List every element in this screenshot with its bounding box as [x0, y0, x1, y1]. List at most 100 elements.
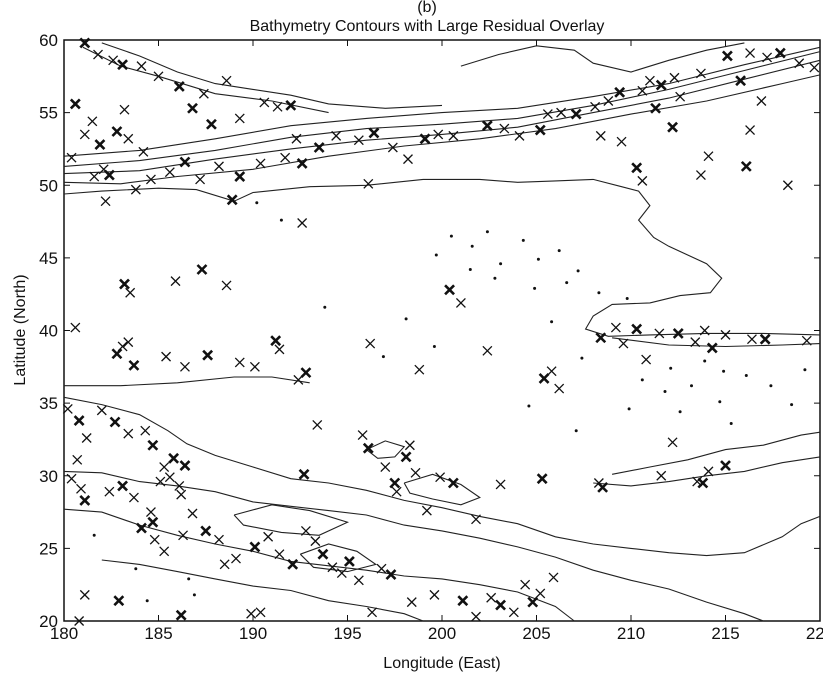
- residual-marker: [123, 133, 134, 144]
- residual-marker: [149, 534, 160, 545]
- x-tick-label: 210: [617, 624, 645, 643]
- contour-spot: [499, 262, 503, 266]
- residual-marker: [650, 102, 661, 114]
- residual-marker: [164, 472, 175, 483]
- residual-marker: [495, 599, 507, 611]
- contour-spot: [145, 599, 149, 603]
- residual-marker: [546, 366, 557, 377]
- contour-spots: [92, 201, 807, 603]
- residual-marker: [153, 71, 164, 82]
- residual-marker: [637, 85, 648, 96]
- contour-line: [366, 440, 406, 459]
- residual-marker: [614, 86, 626, 98]
- residual-marker: [285, 99, 297, 111]
- contour-spot: [769, 384, 773, 388]
- residual-marker: [259, 97, 270, 108]
- y-tick-label: 20: [39, 612, 58, 631]
- contour-line: [63, 178, 821, 337]
- residual-marker: [202, 349, 214, 361]
- residual-marker: [667, 437, 678, 448]
- residual-marker: [376, 563, 387, 574]
- residual-marker: [231, 553, 241, 564]
- residual-marker: [174, 480, 185, 491]
- residual-marker: [391, 486, 402, 497]
- contour-spot: [550, 320, 554, 324]
- contour-spot: [718, 400, 722, 404]
- residual-marker: [100, 196, 111, 207]
- residual-marker: [66, 152, 77, 163]
- residual-marker: [70, 322, 81, 333]
- residual-marker: [291, 133, 302, 144]
- residual-marker: [481, 120, 493, 132]
- residual-marker: [74, 616, 85, 626]
- residual-marker: [136, 61, 147, 72]
- residual-marker: [706, 342, 718, 354]
- residual-marker: [206, 118, 217, 130]
- contour-spot: [493, 276, 497, 280]
- residual-marker: [234, 113, 245, 124]
- residual-marker: [697, 477, 709, 489]
- contour-line: [63, 46, 821, 157]
- residual-marker: [655, 79, 667, 91]
- contour-spot: [432, 345, 436, 348]
- contour-line: [460, 42, 745, 73]
- residual-marker: [637, 175, 648, 186]
- contour-spot: [640, 378, 644, 382]
- residual-marker: [179, 156, 191, 168]
- residual-marker: [164, 167, 175, 178]
- residual-marker: [699, 325, 710, 336]
- residual-marker: [542, 109, 553, 120]
- contour-spot: [536, 257, 540, 261]
- y-axis-ticks: 20 25 30 35 40 45 50 55 60: [39, 31, 820, 631]
- contour-spot: [580, 356, 584, 360]
- contour-spot: [663, 390, 667, 393]
- contour-line: [63, 470, 764, 622]
- x-axis-ticks: 180 185 190 195 200 205 210 215 220: [50, 40, 823, 643]
- contour-spot: [533, 286, 537, 290]
- contour-spot: [722, 369, 726, 373]
- contour-spot: [597, 291, 601, 295]
- residual-marker: [180, 361, 190, 372]
- residual-marker: [159, 546, 170, 557]
- contour-spot: [669, 366, 673, 370]
- residual-marker: [656, 470, 667, 481]
- residual-marker: [219, 559, 230, 570]
- residual-marker: [508, 607, 519, 618]
- x-tick-label: 205: [522, 624, 550, 643]
- residual-marker: [774, 47, 786, 59]
- residual-marker: [79, 37, 91, 49]
- residual-marker: [123, 428, 134, 439]
- residual-marker: [759, 333, 771, 345]
- residual-marker: [495, 479, 506, 490]
- y-tick-label: 40: [39, 322, 58, 341]
- residual-marker: [246, 608, 257, 619]
- residual-marker: [556, 107, 567, 118]
- contour-line: [593, 456, 821, 487]
- residual-marker: [138, 146, 149, 157]
- residual-marker: [327, 562, 338, 573]
- bathymetry-contours: [63, 42, 821, 622]
- residual-marker: [514, 130, 525, 141]
- residual-marker: [362, 442, 374, 454]
- contour-line: [63, 508, 575, 622]
- residual-marker: [667, 121, 678, 133]
- residual-marker: [310, 536, 321, 547]
- contour-line: [101, 559, 424, 622]
- residual-marker: [69, 98, 81, 110]
- residual-marker: [703, 151, 714, 162]
- residual-marker: [794, 58, 805, 69]
- contour-line: [612, 337, 821, 348]
- residual-marker: [357, 430, 368, 441]
- residual-marker: [159, 462, 170, 472]
- residual-marker: [740, 160, 752, 172]
- contour-line: [101, 42, 443, 109]
- residual-marker: [312, 419, 323, 430]
- residual-marker: [610, 322, 621, 333]
- contour-line: [611, 431, 821, 475]
- residual-marker: [570, 108, 582, 120]
- residual-marker: [62, 403, 73, 414]
- residual-marker: [343, 556, 355, 567]
- residual-marker: [447, 477, 459, 489]
- residual-marker: [385, 569, 397, 580]
- y-tick-label: 35: [39, 394, 58, 413]
